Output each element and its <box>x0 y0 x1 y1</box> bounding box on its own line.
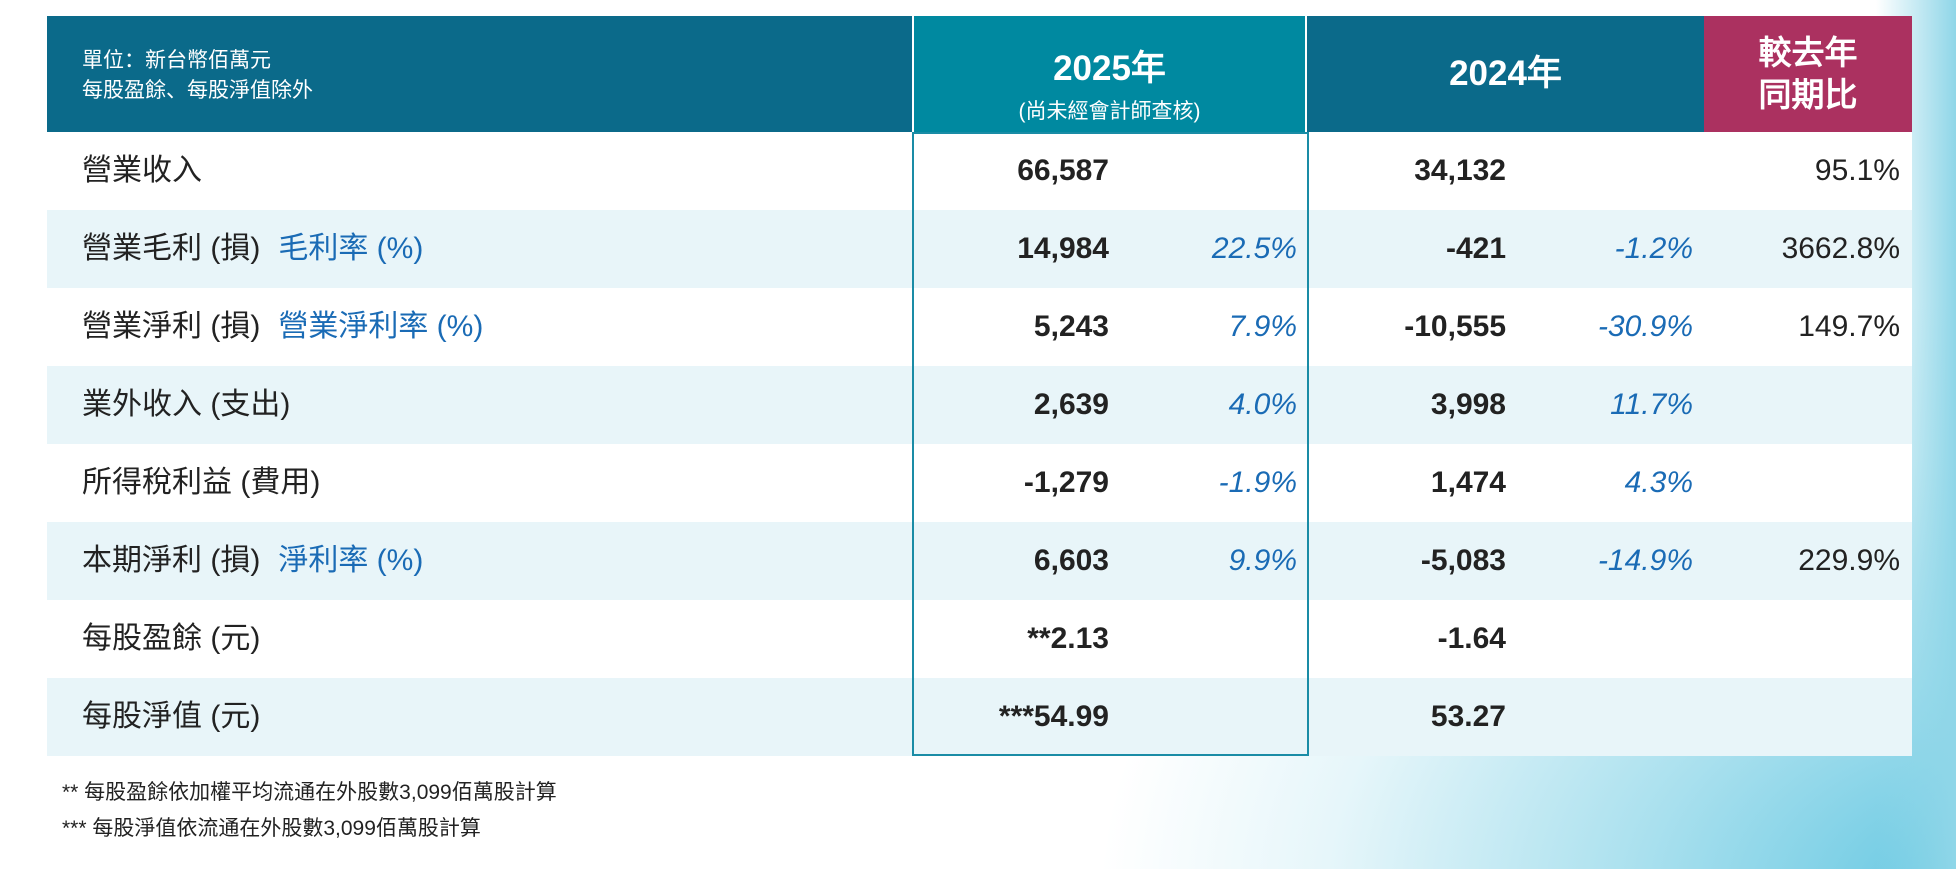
cell-v25: 14,984 <box>1017 232 1109 265</box>
table-row: 營業淨利 (損) 營業淨利率 (%) 5,243 7.9% -10,555 -30.9% 1… <box>47 288 1912 366</box>
table-row: 營業毛利 (損) 毛利率 (%) 14,984 22.5% -421 -1.2% 3662.… <box>47 210 1912 288</box>
yoy-line: 較去年 <box>1758 34 1858 71</box>
unit-note: 單位：新台幣佰萬元每股盈餘、每股淨值除外 <box>82 46 313 106</box>
table-row: 營業收入 66,587 34,132 95.1% <box>47 132 1912 210</box>
row-label-text: 所得稅利益 (費用) <box>82 466 321 499</box>
footnote: ** 每股盈餘依加權平均流通在外股數3,099佰萬股計算 <box>62 781 557 804</box>
row-label-text: 營業毛利 (損) <box>82 232 261 265</box>
row-label: 每股盈餘 (元) <box>82 600 260 678</box>
row-label-text: 業外收入 (支出) <box>82 388 291 421</box>
row-label-text: 每股盈餘 (元) <box>82 622 261 655</box>
cell-p25: 4.0% <box>1228 388 1297 421</box>
cell-v24: 3,998 <box>1430 388 1506 421</box>
header-2025: 2025年 (尚未經會計師查核) <box>912 16 1307 132</box>
row-ratio-label: 營業淨利率 (%) <box>278 310 484 343</box>
cell-p25: -1.9% <box>1218 466 1297 499</box>
cell-p24: 4.3% <box>1624 466 1693 499</box>
table-row: 每股盈餘 (元) **2.13 -1.64 <box>47 600 1912 678</box>
financial-summary-table: 單位：新台幣佰萬元每股盈餘、每股淨值除外 2025年 (尚未經會計師查核) 202… <box>47 16 1912 756</box>
row-label-text: 本期淨利 (損) <box>82 544 261 577</box>
row-label-text: 營業淨利 (損) <box>82 310 261 343</box>
cell-v24: -421 <box>1445 232 1506 265</box>
footnote: *** 每股淨值依流通在外股數3,099佰萬股計算 <box>62 817 481 840</box>
cell-p24: -30.9% <box>1597 310 1693 343</box>
cell-v24: 53.27 <box>1430 700 1506 733</box>
row-label: 營業毛利 (損) 毛利率 (%) <box>82 210 423 288</box>
row-label-text: 營業收入 <box>82 154 202 187</box>
table-row: 每股淨值 (元) ***54.99 53.27 <box>47 678 1912 756</box>
row-label: 營業淨利 (損) 營業淨利率 (%) <box>82 288 483 366</box>
cell-yoy: 229.9% <box>1798 544 1900 577</box>
cell-v24: -10,555 <box>1404 310 1506 343</box>
unit-line: 每股盈餘、每股淨值除外 <box>82 79 313 102</box>
header-yoy: 較去年 同期比 <box>1704 16 1912 132</box>
table-row: 所得稅利益 (費用) -1,279 -1.9% 1,474 4.3% <box>47 444 1912 522</box>
year-2025: 2025年 <box>1053 49 1166 88</box>
table-row: 業外收入 (支出) 2,639 4.0% 3,998 11.7% <box>47 366 1912 444</box>
table-row: 本期淨利 (損) 淨利率 (%) 6,603 9.9% -5,083 -14.9% 229.… <box>47 522 1912 600</box>
cell-p25: 9.9% <box>1228 544 1297 577</box>
cell-v25: -1,279 <box>1023 466 1109 499</box>
header-2024: 2024年 <box>1449 54 1562 93</box>
cell-v25: ***54.99 <box>998 700 1109 733</box>
row-ratio-label: 淨利率 (%) <box>278 544 424 577</box>
cell-p24: -1.2% <box>1614 232 1693 265</box>
row-label: 本期淨利 (損) 淨利率 (%) <box>82 522 423 600</box>
cell-v24: 34,132 <box>1414 154 1506 187</box>
cell-v25: 6,603 <box>1033 544 1109 577</box>
cell-yoy: 149.7% <box>1798 310 1900 343</box>
cell-v25: 5,243 <box>1033 310 1109 343</box>
row-label: 所得稅利益 (費用) <box>82 444 320 522</box>
cell-p25: 22.5% <box>1211 232 1297 265</box>
cell-p24: 11.7% <box>1610 388 1693 421</box>
unit-line: 單位：新台幣佰萬元 <box>82 49 271 72</box>
row-label: 每股淨值 (元) <box>82 678 260 756</box>
cell-v25: 2,639 <box>1033 388 1109 421</box>
cell-v24: 1,474 <box>1430 466 1506 499</box>
cell-v25: **2.13 <box>1027 622 1109 655</box>
table-header: 單位：新台幣佰萬元每股盈餘、每股淨值除外 2025年 (尚未經會計師查核) 202… <box>47 16 1912 132</box>
row-label: 業外收入 (支出) <box>82 366 290 444</box>
cell-p25: 7.9% <box>1228 310 1297 343</box>
yoy-line: 同期比 <box>1758 76 1858 113</box>
unaudited-note: (尚未經會計師查核) <box>1018 100 1201 123</box>
row-ratio-label: 毛利率 (%) <box>278 232 424 265</box>
cell-yoy: 95.1% <box>1814 154 1900 187</box>
row-label: 營業收入 <box>82 132 202 210</box>
row-label-text: 每股淨值 (元) <box>82 700 261 733</box>
cell-p24: -14.9% <box>1597 544 1693 577</box>
cell-v24: -1.64 <box>1437 622 1506 655</box>
cell-v24: -5,083 <box>1420 544 1506 577</box>
cell-v25: 66,587 <box>1017 154 1109 187</box>
cell-yoy: 3662.8% <box>1781 232 1900 265</box>
